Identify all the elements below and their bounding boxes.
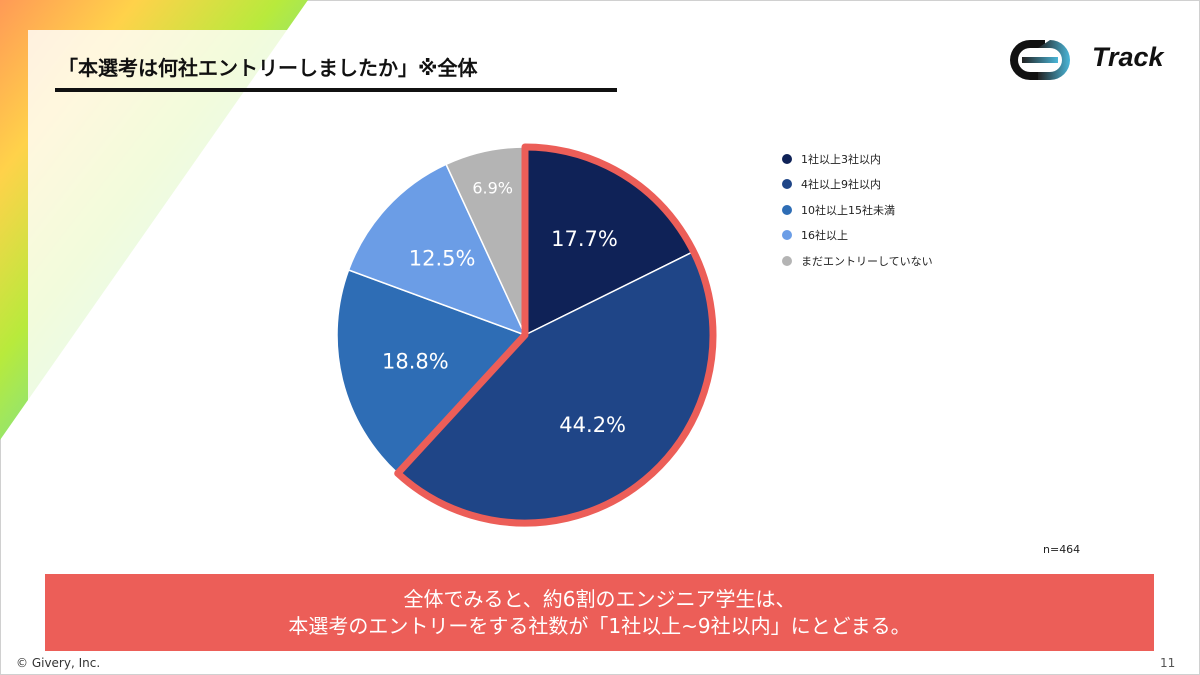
summary-banner: 全体でみると、約6割のエンジニア学生は、 本選考のエントリーをする社数が「1社以… (45, 574, 1154, 651)
summary-line-2: 本選考のエントリーをする社数が「1社以上~9社以内」にとどまる。 (288, 613, 911, 638)
legend-label: 4社以上9社以内 (801, 178, 881, 192)
brand-name: Track (1092, 42, 1164, 72)
pie-slice-4 (347, 163, 527, 337)
data-label-2: 44.2% (559, 413, 626, 437)
track-logo-icon (1010, 40, 1070, 80)
legend-item-4: 16社以上 (782, 223, 933, 249)
legend-item-2: 4社以上9社以内 (782, 172, 933, 198)
chart-legend: 1社以上3社以内 4社以上9社以内 10社以上15社未満 16社以上まだエントリーして… (782, 146, 933, 274)
legend-label: 16社以上 (801, 229, 848, 243)
summary-line-1: 全体でみると、約6割のエンジニア学生は、 (403, 586, 796, 611)
data-label-4: 12.5% (409, 246, 476, 270)
legend-dot (782, 153, 792, 164)
pie-slice-3 (336, 269, 527, 475)
legend-dot (782, 204, 792, 215)
title-underline (55, 88, 617, 92)
legend-dot (782, 255, 792, 266)
legend-item-5: まだエントリーしていない (782, 248, 933, 274)
sample-size-note: n=464 (1043, 543, 1081, 556)
copyright: © Givery, Inc. (16, 656, 101, 670)
legend-label: 1社以上3社以内 (801, 152, 881, 166)
data-label-5: 6.9% (472, 179, 513, 198)
legend-dot (782, 230, 792, 241)
legend-item-3: 10社以上15社未満 (782, 197, 933, 223)
legend-item-1: 1社以上3社以内 (782, 146, 933, 172)
decorative-gradient-triangle (0, 0, 308, 440)
legend-label: 10社以上15社未満 (801, 203, 895, 217)
data-label-3: 18.8% (382, 349, 449, 373)
legend-label: まだエントリーしていない (801, 254, 933, 268)
page-title: 「本選考は何社エントリーしましたか」※全体 (58, 56, 478, 80)
page-number: 11 (1160, 656, 1176, 670)
data-label-1: 17.7% (551, 227, 618, 251)
legend-dot (782, 179, 792, 190)
highlight-outline (394, 143, 717, 527)
